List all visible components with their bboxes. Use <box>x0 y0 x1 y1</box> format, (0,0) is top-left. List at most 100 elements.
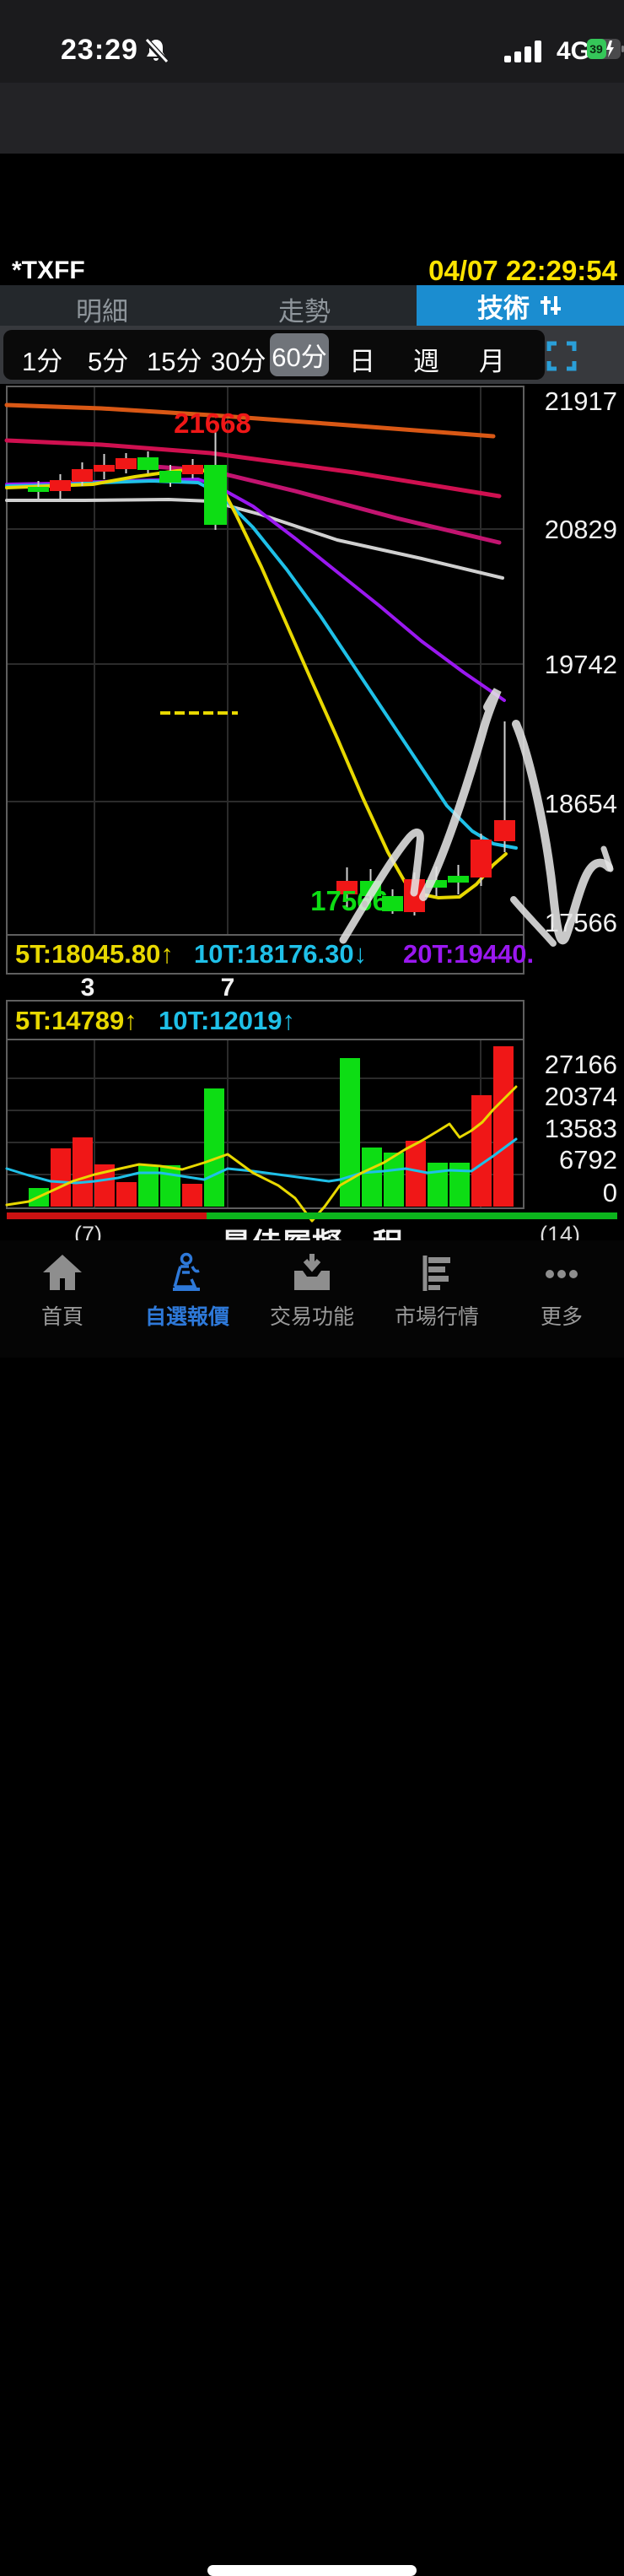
symbol-code: *TXFF <box>12 257 85 284</box>
tf-month[interactable]: 月 <box>479 347 505 376</box>
tf-1min[interactable]: 1分 <box>22 347 63 376</box>
volume-bar <box>116 1182 137 1207</box>
tab-trend[interactable]: 走勢 <box>278 297 331 327</box>
drawn-arrow-4 <box>600 845 614 872</box>
volume-bar <box>73 1137 93 1207</box>
battery-icon: 39 <box>587 39 624 59</box>
volume-bar <box>406 1141 426 1207</box>
tf-15min[interactable]: 15分 <box>147 347 202 376</box>
quote-panel: 18382 785(4.10%) 單 1 總 119548 買進 18380 賣… <box>0 154 624 411</box>
status-bar: 23:29 4G 39 <box>0 0 624 83</box>
clock: 23:29 <box>61 34 138 66</box>
volume-ma-line-0 <box>5 1137 518 1185</box>
ellipsis-icon <box>546 1270 578 1278</box>
ticker-row: *TXFF 04/07 22:29:54 <box>0 253 624 286</box>
tf-day[interactable]: 日 <box>349 347 375 376</box>
network-type: 4G <box>557 37 591 65</box>
tray-download-icon <box>294 1254 330 1290</box>
tab-details[interactable]: 明細 <box>76 297 128 327</box>
tab-technical[interactable]: 技術 <box>417 285 624 326</box>
volume-axis-label: 13583 <box>545 1114 617 1143</box>
nav-market[interactable]: 市場行情 <box>374 1252 499 1331</box>
signal-icon <box>504 41 548 62</box>
ma-summary-0: 5T:18045.80↑ <box>15 939 174 969</box>
x-axis-label: 3 <box>81 974 95 1002</box>
tf-60min-selected[interactable]: 60分 <box>270 333 329 376</box>
volume-bar <box>204 1088 224 1207</box>
chart-canvas[interactable]: 21917 20829 19742 18654 17566 27166 20374 13583… <box>0 384 624 1240</box>
volume-bar <box>362 1148 382 1207</box>
tf-week[interactable]: 週 <box>413 347 439 376</box>
price-axis-label: 21917 <box>545 386 617 416</box>
ma-line-0 <box>4 402 496 439</box>
candle-body <box>182 465 203 474</box>
volume-axis-label: 0 <box>603 1178 617 1207</box>
candle-body <box>382 896 403 911</box>
nav-watchlist[interactable]: 自選報價 <box>125 1252 250 1331</box>
candle-body <box>50 480 71 491</box>
adjust-icon <box>541 296 561 315</box>
rank-bars-icon <box>422 1256 450 1291</box>
tf-5min[interactable]: 5分 <box>88 347 129 376</box>
candle-body <box>494 820 515 841</box>
tab-bar: 明細 走勢 技術 <box>0 285 624 327</box>
drawn-arrow-0 <box>339 829 424 944</box>
ma-line-1 <box>4 438 502 499</box>
tab-technical-label: 技術 <box>477 293 530 323</box>
home-indicator[interactable] <box>207 2565 417 2576</box>
volume-bar <box>340 1058 360 1207</box>
left-count: (7) <box>74 1222 102 1240</box>
nav-home-label: 首頁 <box>40 1305 83 1329</box>
ma-line-6 <box>5 467 508 899</box>
ratio-caption-row: (7) 最佳履擬一程 (14) <box>0 1220 624 1240</box>
drawn-arrow-2 <box>512 720 613 945</box>
volume-axis-label: 20374 <box>545 1082 617 1111</box>
outer-ratio-bar <box>207 1212 617 1219</box>
nav-more[interactable]: 更多 <box>499 1252 624 1331</box>
candle-body <box>72 469 93 482</box>
ma-line-2 <box>141 463 502 545</box>
nav-more-label: 更多 <box>540 1305 583 1329</box>
volume-summary-1: 10T:12019↑ <box>159 1006 295 1035</box>
candle-body <box>137 457 159 470</box>
ma-line-3 <box>5 498 504 580</box>
nav-trade-label: 交易功能 <box>269 1305 354 1329</box>
person-icon <box>173 1252 200 1291</box>
high-price-label: 21668 <box>174 408 251 439</box>
ma-summary-1: 10T:18176.30↓ <box>194 939 367 969</box>
candle-body <box>94 465 115 472</box>
volume-bar <box>138 1165 159 1207</box>
candle-body <box>204 465 227 525</box>
svg-text:39: 39 <box>589 42 603 56</box>
volume-bar <box>51 1148 71 1207</box>
candle-body <box>116 458 137 469</box>
candle-body <box>448 876 469 883</box>
nav-home[interactable]: 首頁 <box>0 1252 125 1331</box>
volume-bar <box>160 1165 180 1207</box>
header: ❮ ◀ 台指近全 ▶ + <box>0 83 624 229</box>
volume-bar <box>182 1184 202 1207</box>
candle-body <box>471 840 492 878</box>
nav-watchlist-label: 自選報價 <box>144 1305 229 1329</box>
bottom-nav: 首頁 自選報價 交易功能 市場行情 <box>0 1240 624 2576</box>
quote-datetime: 04/07 22:29:54 <box>428 255 617 286</box>
tf-30min[interactable]: 30分 <box>211 347 266 376</box>
drawn-arrow-3 <box>510 896 557 947</box>
volume-summary-band <box>6 1000 524 1040</box>
ma-summary-2: 20T:19440. <box>403 939 534 969</box>
ratio-center-text: 最佳履擬一程 <box>0 1220 624 1240</box>
drawn-arrow-1 <box>419 688 502 901</box>
timeframe-group: 1分 5分 15分 30分 60分 日 週 月 <box>3 330 545 380</box>
home-icon <box>43 1255 82 1290</box>
inner-ratio-bar <box>7 1212 207 1219</box>
timeframe-bar: 1分 5分 15分 30分 60分 日 週 月 <box>0 326 624 384</box>
right-count: (14) <box>540 1222 581 1240</box>
volume-ma-line-1 <box>5 1085 518 1223</box>
nav-trade[interactable]: 交易功能 <box>250 1252 374 1331</box>
volume-axis-label: 27166 <box>545 1050 617 1079</box>
price-axis-label: 19742 <box>545 650 617 679</box>
price-axis-label: 20829 <box>545 515 617 544</box>
volume-bar <box>428 1163 448 1207</box>
fullscreen-icon[interactable] <box>546 341 577 371</box>
x-axis-label: 7 <box>221 974 235 1002</box>
